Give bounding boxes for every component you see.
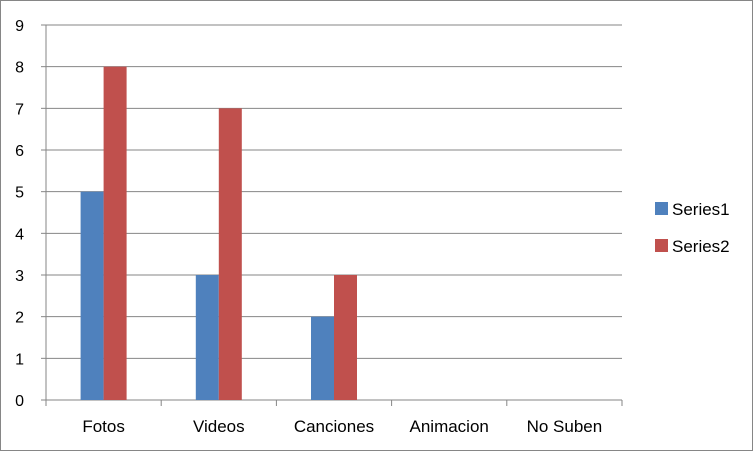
legend: Series1 Series2 <box>655 200 730 256</box>
y-tick-labels: 0 1 2 3 4 5 6 7 8 9 <box>15 18 24 410</box>
bar-series2-videos <box>218 108 242 400</box>
legend-label-series1: Series1 <box>672 200 730 219</box>
y-tick-label: 9 <box>15 18 24 35</box>
x-tick-label: Animacion <box>410 417 489 436</box>
y-tick-label: 5 <box>15 185 24 202</box>
bar-series1-videos <box>195 275 219 400</box>
x-tick-label: Canciones <box>294 417 374 436</box>
bar-series2-fotos <box>103 66 127 401</box>
y-tick-label: 6 <box>15 143 24 160</box>
bar-series1-canciones <box>311 316 334 400</box>
y-tick-label: 1 <box>15 351 24 368</box>
gridlines <box>46 24 622 359</box>
x-tick-label: No Suben <box>527 417 603 436</box>
y-tick-label: 2 <box>15 310 24 327</box>
y-tick-label: 8 <box>15 60 24 77</box>
bar-series1-fotos <box>80 191 104 400</box>
legend-swatch-series1 <box>655 202 668 215</box>
bar-series2-canciones <box>334 275 357 400</box>
legend-swatch-series2 <box>655 239 668 252</box>
bars <box>80 66 357 401</box>
x-tick-label: Fotos <box>82 417 125 436</box>
y-tick-label: 3 <box>15 268 24 285</box>
x-tick-label: Videos <box>193 417 245 436</box>
legend-label-series2: Series2 <box>672 237 730 256</box>
y-tick-label: 0 <box>15 393 24 410</box>
y-tick-label: 7 <box>15 101 24 118</box>
y-tick-label: 4 <box>15 226 24 243</box>
x-tick-labels: Fotos Videos Canciones Animacion No Suben <box>82 417 602 436</box>
